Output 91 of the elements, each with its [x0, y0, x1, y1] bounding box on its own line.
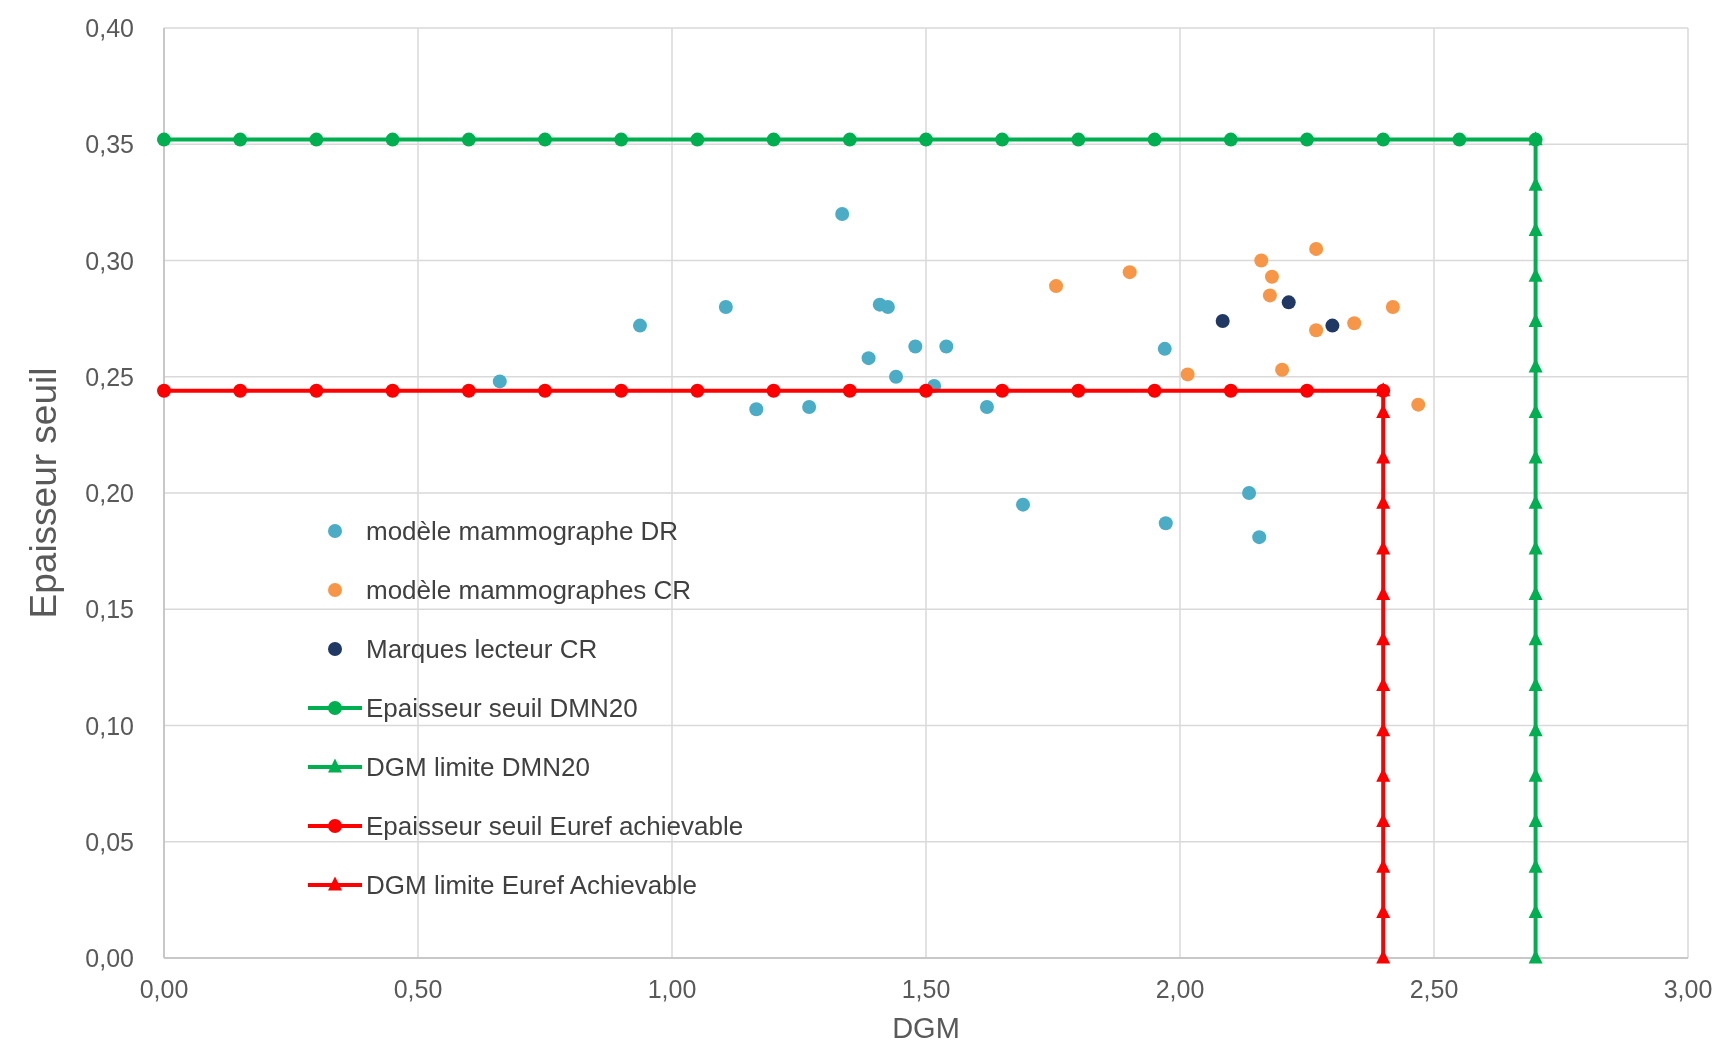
- point: [385, 132, 400, 147]
- point: [908, 339, 923, 354]
- point: [633, 318, 647, 333]
- legend-label: modèle mammographe DR: [366, 516, 679, 546]
- point: [690, 383, 705, 398]
- point: [1242, 486, 1257, 500]
- point: [1300, 383, 1314, 398]
- legend-label: DGM limite DMN20: [366, 752, 590, 782]
- point: [233, 132, 248, 147]
- x-tick-label: 2,00: [1155, 975, 1205, 1003]
- x-tick-label: 1,00: [647, 975, 697, 1003]
- point: [1158, 516, 1173, 531]
- y-tick-label: 0,15: [85, 595, 134, 624]
- point: [802, 399, 817, 414]
- point: [1252, 530, 1267, 545]
- y-tick-label: 0,10: [85, 711, 134, 740]
- point: [233, 383, 248, 398]
- y-tick-label: 0,40: [85, 14, 134, 42]
- point: [385, 383, 400, 398]
- y-tick-label: 0,25: [85, 362, 134, 391]
- x-tick-label: 0,00: [139, 975, 189, 1003]
- point: [1300, 132, 1314, 147]
- legend-label: Marques lecteur CR: [366, 634, 598, 664]
- point: [1157, 341, 1172, 356]
- point: [766, 132, 781, 147]
- x-tick-label: 0,50: [393, 975, 443, 1003]
- point: [1016, 497, 1031, 512]
- y-tick-label: 0,30: [85, 246, 134, 275]
- point: [1147, 132, 1162, 147]
- y-tick-label: 0,00: [85, 944, 134, 972]
- point: [1215, 313, 1230, 328]
- point: [1180, 367, 1195, 382]
- point: [1264, 269, 1279, 284]
- point: [749, 402, 764, 417]
- point: [1309, 241, 1324, 256]
- point: [939, 339, 954, 354]
- point: [979, 399, 994, 414]
- x-tick-label: 2,50: [1409, 975, 1459, 1003]
- y-tick-label: 0,35: [85, 130, 134, 159]
- x-tick-label: 1,50: [901, 975, 951, 1003]
- x-axis-title: DGM: [892, 1012, 960, 1044]
- point: [157, 383, 171, 398]
- point: [919, 132, 933, 147]
- legend-label: Epaisseur seuil DMN20: [366, 693, 638, 723]
- point: [1223, 383, 1238, 398]
- legend-label: DGM limite Euref Achievable: [366, 870, 697, 900]
- point: [1411, 397, 1426, 412]
- point: [538, 132, 552, 147]
- point: [861, 351, 876, 366]
- point: [461, 132, 476, 147]
- y-axis-title: Epaisseur seuil: [23, 367, 64, 619]
- x-tick-label: 3,00: [1663, 975, 1713, 1003]
- point: [309, 132, 324, 147]
- point: [1281, 295, 1296, 310]
- point: [1049, 279, 1064, 294]
- point: [842, 383, 857, 398]
- point: [1122, 265, 1137, 280]
- y-tick-label: 0,20: [85, 479, 134, 507]
- point: [1347, 316, 1362, 331]
- point: [461, 383, 476, 398]
- point: [538, 383, 552, 398]
- point: [1254, 253, 1269, 268]
- point: [1376, 132, 1391, 147]
- point: [889, 369, 904, 384]
- point: [614, 132, 629, 147]
- point: [1275, 362, 1290, 377]
- point: [1071, 383, 1086, 398]
- point: [1262, 288, 1277, 303]
- point: [1223, 132, 1238, 147]
- point: [880, 300, 895, 314]
- point: [919, 383, 933, 398]
- point: [492, 374, 507, 389]
- point: [1147, 383, 1162, 398]
- point: [842, 132, 857, 147]
- legend-label: modèle mammographes CR: [366, 575, 692, 605]
- point: [690, 132, 705, 147]
- point: [309, 383, 324, 398]
- point: [157, 132, 171, 147]
- point: [1071, 132, 1086, 147]
- point: [1325, 318, 1340, 333]
- point: [1309, 323, 1324, 338]
- legend-label: Epaisseur seuil Euref achievable: [366, 811, 744, 841]
- point: [995, 383, 1010, 398]
- y-tick-label: 0,05: [85, 827, 134, 856]
- point: [766, 383, 781, 398]
- point: [835, 207, 850, 221]
- point: [995, 132, 1010, 147]
- point: [1452, 132, 1467, 147]
- point: [1385, 300, 1400, 314]
- point: [614, 383, 629, 398]
- point: [718, 300, 733, 314]
